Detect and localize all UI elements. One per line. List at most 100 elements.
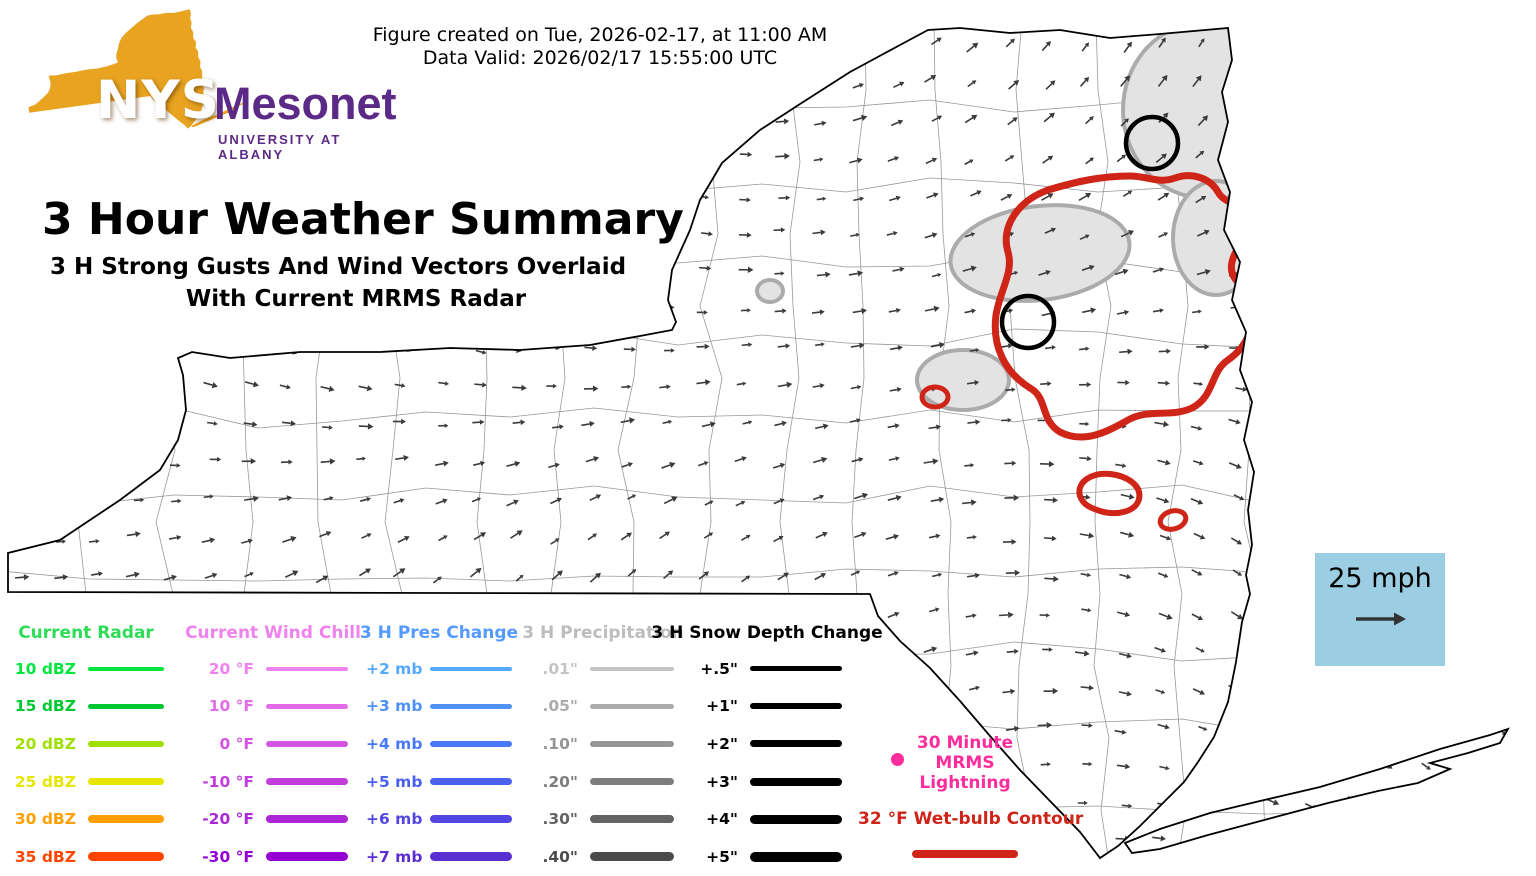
legend-row-label: .20"	[542, 772, 578, 791]
legend-row: +2"	[692, 725, 842, 763]
legend-row: 15 dBZ	[8, 688, 164, 726]
legend-line-swatch	[88, 852, 164, 862]
legend-row: 25 dBZ	[8, 763, 164, 801]
lightning-line1: 30 Minute	[916, 733, 1014, 753]
legend-line-swatch	[590, 740, 674, 747]
legend-line-swatch	[266, 740, 348, 747]
wetbulb-line-swatch	[912, 850, 1018, 858]
legend-row-label: 35 dBZ	[14, 847, 76, 866]
legend-row-label: +4 mb	[366, 734, 423, 753]
legend-line-swatch	[88, 778, 164, 786]
legend-row-label: +1"	[706, 697, 738, 716]
legend-row-label: -20 °F	[202, 810, 254, 829]
legend-row: .05"	[532, 688, 674, 726]
legend-row-label: 20 dBZ	[14, 734, 76, 753]
legend-row: +6 mb	[366, 800, 512, 838]
legend-line-swatch	[750, 777, 842, 786]
figure-created-text: Figure created on Tue, 2026-02-17, at 11…	[372, 24, 828, 46]
legend-line-swatch	[430, 666, 512, 671]
long-island-outline	[1123, 727, 1510, 854]
legend-row: 10 dBZ	[8, 650, 164, 688]
legend-row: +3 mb	[366, 688, 512, 726]
legend-row-label: +5 mb	[366, 772, 423, 791]
logo-name: Mesonet	[214, 78, 397, 129]
legend-column-title: 3 H Pres Change	[359, 623, 519, 643]
lightning-legend-label: 30 Minute MRMS Lightning	[880, 733, 1050, 793]
legend-row-label: +6 mb	[366, 810, 423, 829]
legend-line-swatch	[430, 815, 512, 824]
legend-row-label: .30"	[542, 810, 578, 829]
legend-line-swatch	[266, 666, 348, 671]
legend-column: 3 H Snow Depth Change +.5" +1" +2" +3" +4" +5"	[651, 616, 883, 876]
legend-row: +5 mb	[366, 763, 512, 801]
wind-scale-box: 25 mph	[1315, 553, 1445, 666]
legend-row-label: +2"	[706, 734, 738, 753]
legend-row: 20 dBZ	[8, 725, 164, 763]
legend-row-label: +4"	[706, 810, 738, 829]
legend-line-swatch	[430, 703, 512, 709]
wind-scale-label: 25 mph	[1328, 563, 1432, 594]
legend-column: 3 H Pres Change +2 mb +3 mb +4 mb +5 mb +6 mb…	[359, 616, 519, 876]
legend-row: .01"	[532, 650, 674, 688]
nys-mesonet-logo: NYS Mesonet UNIVERSITY AT ALBANY	[22, 8, 412, 178]
legend-row-label: +2 mb	[366, 659, 423, 678]
legend-row-label: +3"	[706, 772, 738, 791]
legend-row-label: 25 dBZ	[14, 772, 76, 791]
legend-row: +4 mb	[366, 725, 512, 763]
legend-row-label: +7 mb	[366, 847, 423, 866]
legend-row: .20"	[532, 763, 674, 801]
legend-row: .10"	[532, 725, 674, 763]
legend-column: 3 H Precipitation .01" .05" .10" .20" .30" .40…	[522, 616, 684, 876]
legend-line-swatch	[266, 703, 348, 709]
legend-row: -10 °F	[198, 763, 348, 801]
legend-row: +5"	[692, 838, 842, 876]
legend-column-title: 3 H Snow Depth Change	[651, 623, 883, 643]
page-title: 3 Hour Weather Summary	[42, 194, 684, 245]
legend-line-swatch	[266, 815, 348, 824]
ny-state-logo-shape	[28, 9, 243, 129]
legend-row-label: .01"	[542, 659, 578, 678]
legend-line-swatch	[590, 703, 674, 709]
legend-row-label: +3 mb	[366, 697, 423, 716]
legend-line-swatch	[266, 852, 348, 862]
figure-valid-text: Data Valid: 2026/02/17 15:55:00 UTC	[422, 47, 778, 69]
legend-line-swatch	[266, 778, 348, 786]
legend-row: -30 °F	[198, 838, 348, 876]
legend-column: Current Wind Chill 20 °F 10 °F 0 °F -10 °F -2…	[185, 616, 361, 876]
legend-row: .40"	[532, 838, 674, 876]
legend-row-label: -10 °F	[202, 772, 254, 791]
legend-line-swatch	[750, 703, 842, 710]
legend-row-label: 15 dBZ	[14, 697, 76, 716]
legend-row: +2 mb	[366, 650, 512, 688]
legend-row: 35 dBZ	[8, 838, 164, 876]
legend-line-swatch	[750, 666, 842, 672]
lightning-dot-icon	[891, 753, 904, 766]
legend-row: 10 °F	[198, 688, 348, 726]
legend-row-label: +5"	[706, 847, 738, 866]
legend-row-label: +.5"	[700, 659, 738, 678]
legend-row-label: 30 dBZ	[14, 810, 76, 829]
legend-row-label: .10"	[542, 734, 578, 753]
legend-line-swatch	[750, 814, 842, 824]
ny-state-outline	[7, 27, 1255, 860]
wetbulb-legend-label: 32 °F Wet-bulb Contour	[858, 809, 1084, 829]
legend-column-title: Current Radar	[18, 623, 154, 643]
logo-subtitle: UNIVERSITY AT ALBANY	[218, 132, 342, 162]
legend-line-swatch	[590, 852, 674, 862]
legend-row: -20 °F	[198, 800, 348, 838]
legend-row: 30 dBZ	[8, 800, 164, 838]
legend-row: 0 °F	[198, 725, 348, 763]
legend-line-swatch	[750, 851, 842, 862]
legend-line-swatch	[88, 740, 164, 747]
legend-row: +1"	[692, 688, 842, 726]
legend-line-swatch	[88, 666, 164, 671]
legend-row-label: 10 dBZ	[14, 659, 76, 678]
legend-row: +4"	[692, 800, 842, 838]
legend-row-label: 0 °F	[219, 734, 254, 753]
legend-row: +7 mb	[366, 838, 512, 876]
legend-row-label: .05"	[542, 697, 578, 716]
legend-row: .30"	[532, 800, 674, 838]
lightning-line3: Lightning	[919, 773, 1011, 793]
